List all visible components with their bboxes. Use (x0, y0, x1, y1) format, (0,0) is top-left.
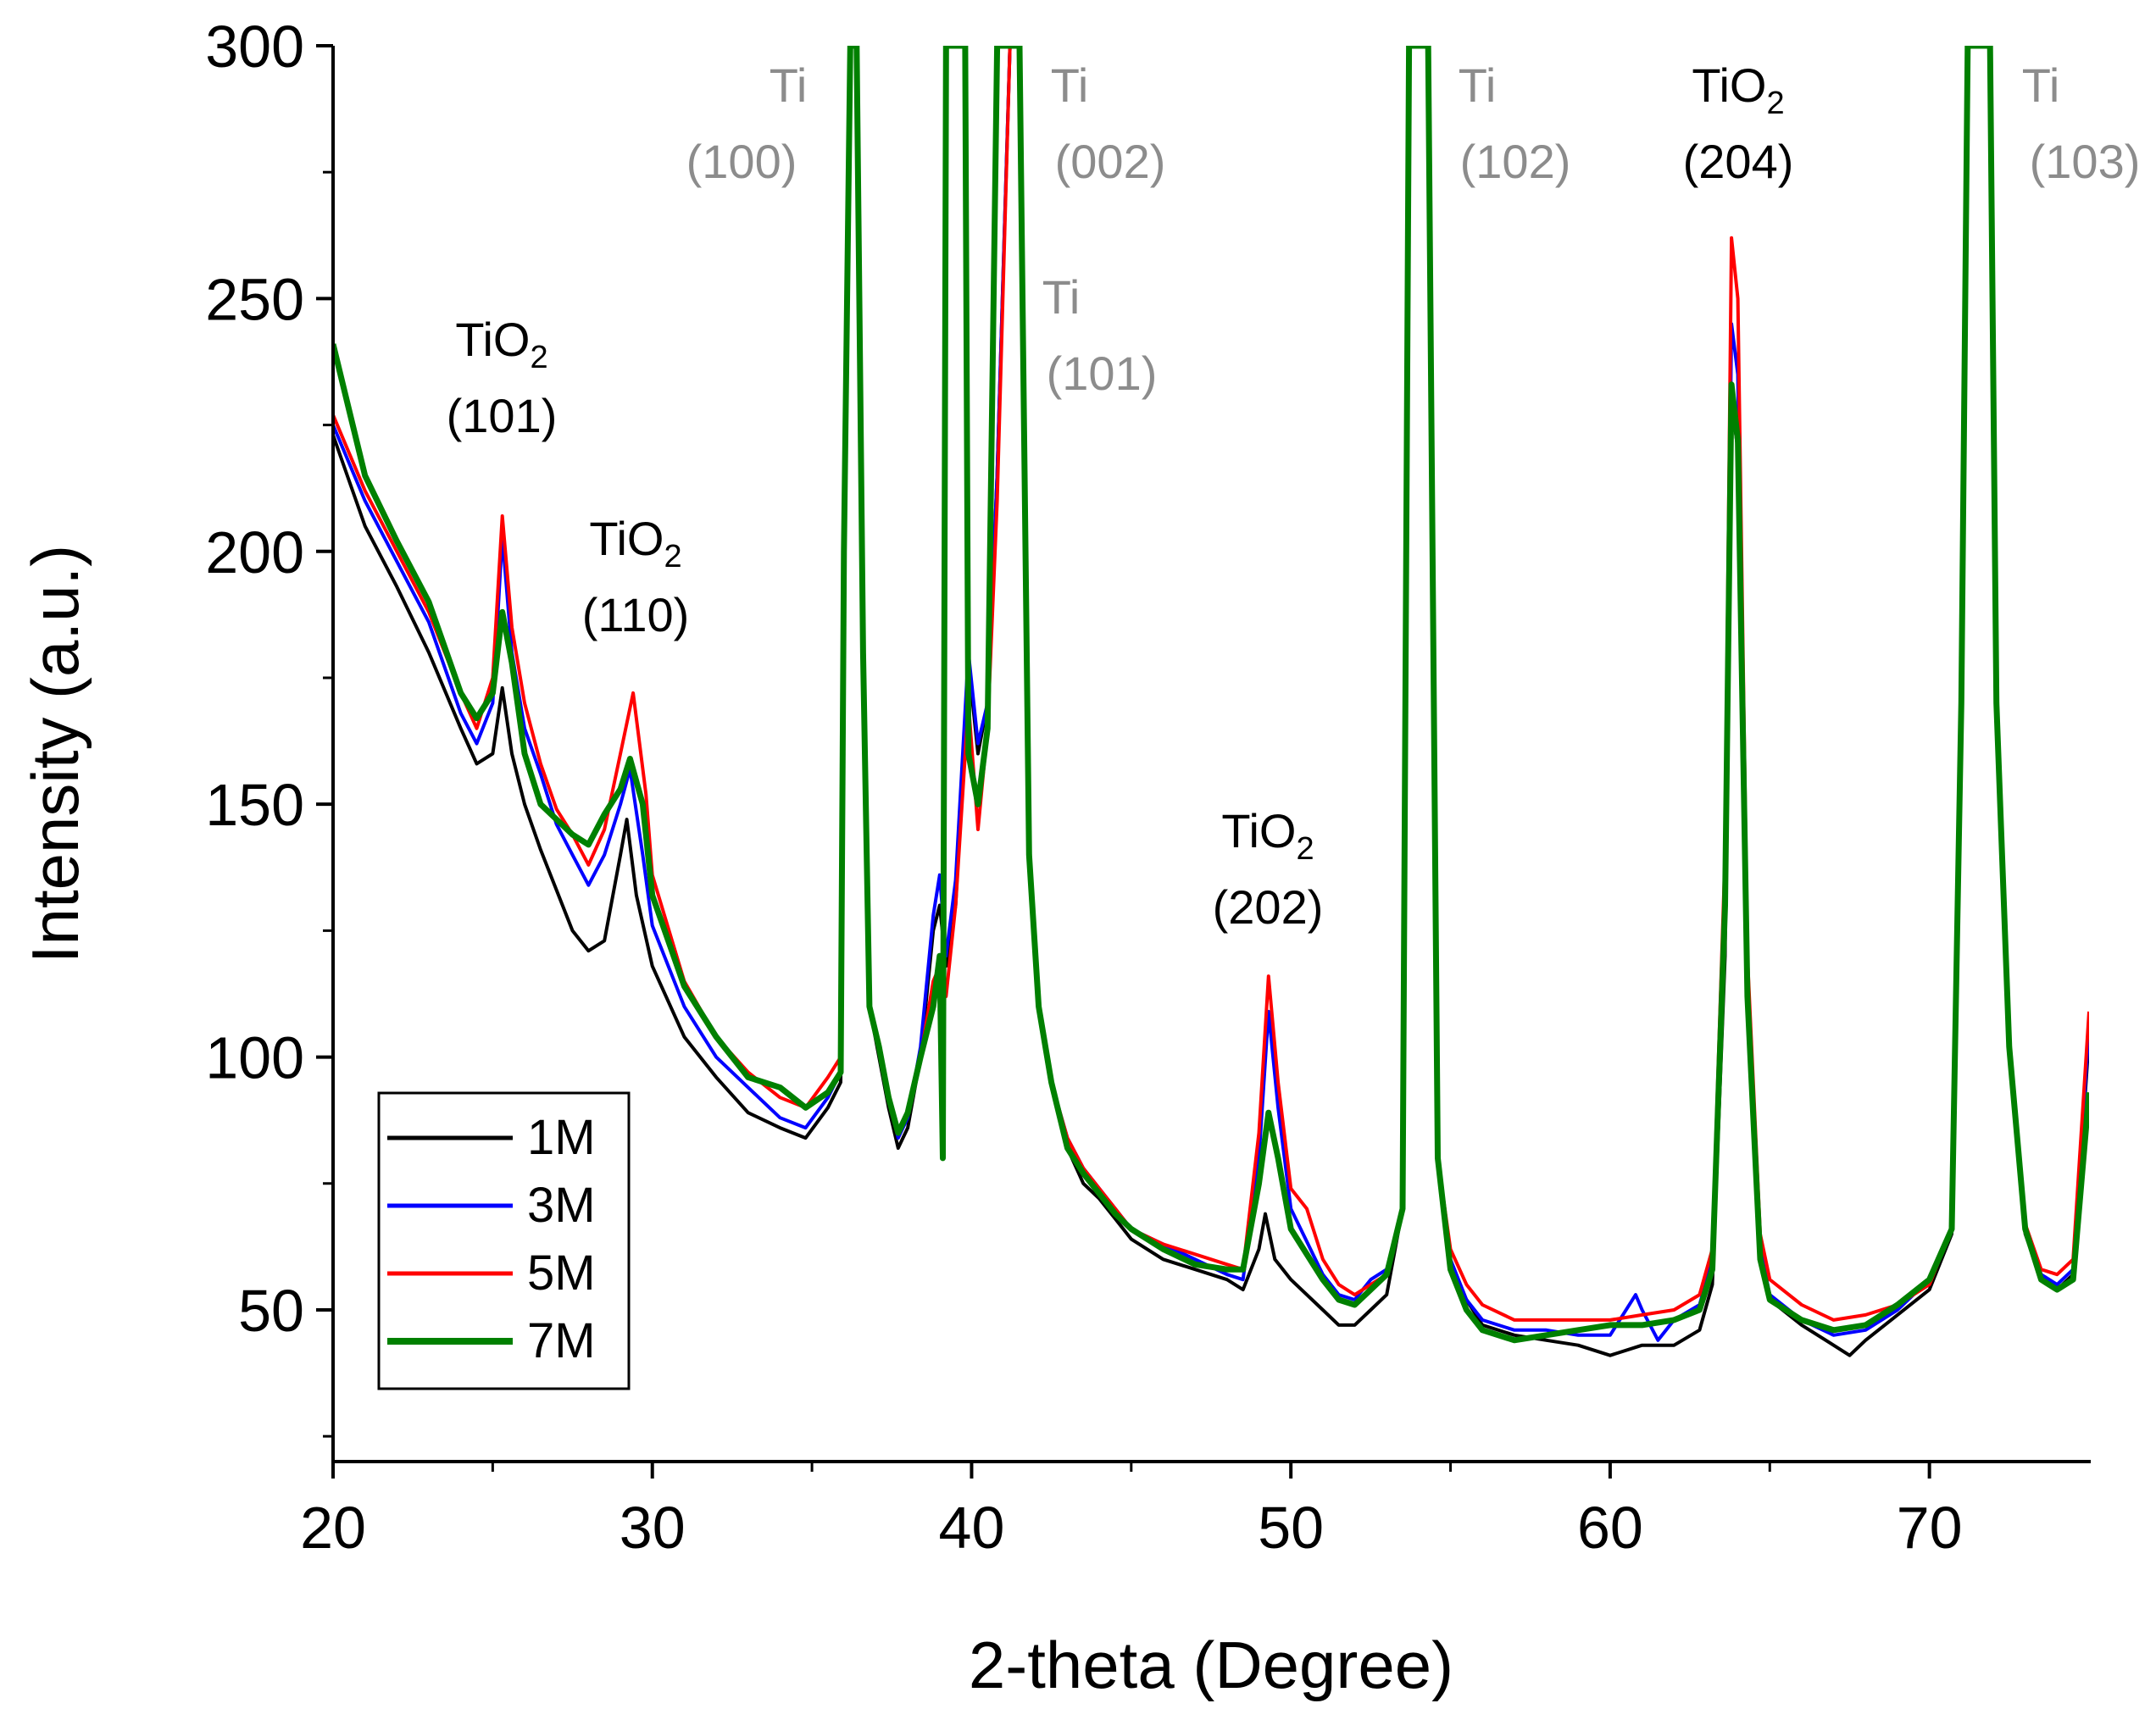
annotation-ti-103-hkl: (103) (2030, 135, 2141, 188)
annotation-ti-101-species: Ti (1042, 270, 1081, 324)
x-tick-label-70: 70 (1897, 1495, 1963, 1561)
legend-label-7m: 7M (527, 1313, 596, 1368)
series-line-7m (333, 46, 2089, 1344)
legend-label-3m: 3M (527, 1178, 596, 1233)
x-tick-label-30: 30 (620, 1495, 686, 1561)
annotation-ti-102-hkl: (102) (1460, 135, 1571, 188)
y-tick-label-50: 50 (238, 1278, 304, 1344)
x-tick-label-40: 40 (939, 1495, 1005, 1561)
axes (331, 46, 2091, 1463)
peak-annotations: TiO2 (101) TiO2 (110) TiO2 (202) TiO2 (2… (447, 58, 2141, 934)
y-tick-label-200: 200 (205, 519, 304, 585)
annotation-tio2-101-hkl: (101) (447, 389, 558, 442)
annotation-ti-101-hkl: (101) (1047, 347, 1158, 400)
x-tick-label-60: 60 (1577, 1495, 1643, 1561)
annotation-tio2-101-species: TiO2 (455, 313, 547, 375)
annotation-ti-100-hkl: (100) (686, 135, 797, 188)
legend-label-5m: 5M (527, 1246, 596, 1301)
annotation-tio2-202-hkl: (202) (1213, 880, 1324, 934)
y-tick-label-300: 300 (205, 14, 304, 80)
series-lines (333, 46, 2089, 1357)
y-tick-label-150: 150 (205, 772, 304, 838)
annotation-ti-002-species: Ti (1051, 58, 1089, 112)
annotation-tio2-204-species: TiO2 (1692, 58, 1784, 121)
annotation-ti-103-species: Ti (2022, 58, 2060, 112)
annotation-ti-100-species: Ti (770, 58, 808, 112)
annotation-ti-102-species: Ti (1459, 58, 1497, 112)
x-axis-label: 2-theta (Degree) (969, 1628, 1453, 1702)
annotation-ti-002-hkl: (002) (1055, 135, 1166, 188)
y-axis-label: Intensity (a.u.) (18, 545, 92, 963)
x-tick-label-50: 50 (1258, 1495, 1324, 1561)
y-tick-label-250: 250 (205, 266, 304, 332)
annotation-tio2-110-hkl: (110) (582, 588, 690, 641)
x-tick-label-20: 20 (300, 1495, 366, 1561)
legend: 1M 3M 5M 7M (377, 1091, 631, 1390)
annotation-tio2-204-hkl: (204) (1683, 135, 1794, 188)
y-tick-label-100: 100 (205, 1025, 304, 1091)
axis-ticks: 20 30 40 50 60 70 50 100 150 200 250 300 (205, 14, 1962, 1561)
legend-label-1m: 1M (527, 1110, 596, 1165)
annotation-tio2-110-species: TiO2 (589, 512, 681, 574)
annotation-tio2-202-species: TiO2 (1221, 804, 1314, 867)
